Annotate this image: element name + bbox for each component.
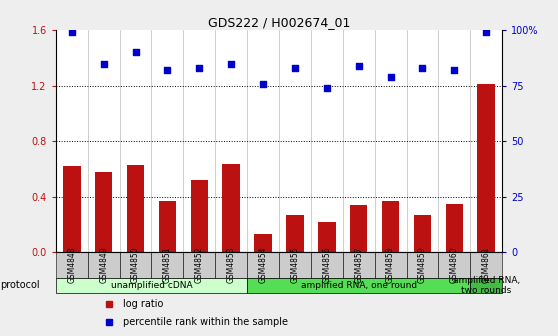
Bar bbox=[413, 215, 431, 252]
Bar bbox=[158, 201, 176, 252]
Point bbox=[450, 68, 459, 73]
FancyBboxPatch shape bbox=[470, 252, 502, 278]
Title: GDS222 / H002674_01: GDS222 / H002674_01 bbox=[208, 16, 350, 29]
Text: amplified RNA, one round: amplified RNA, one round bbox=[301, 281, 417, 290]
Bar bbox=[223, 164, 240, 252]
Point bbox=[68, 30, 76, 35]
Point bbox=[227, 61, 235, 66]
Text: GSM4858: GSM4858 bbox=[386, 247, 395, 283]
Text: GSM4860: GSM4860 bbox=[450, 247, 459, 283]
Point bbox=[482, 30, 490, 35]
Bar bbox=[254, 235, 272, 252]
FancyBboxPatch shape bbox=[439, 252, 470, 278]
Text: percentile rank within the sample: percentile rank within the sample bbox=[123, 317, 288, 327]
Bar bbox=[63, 166, 80, 252]
FancyBboxPatch shape bbox=[56, 278, 247, 293]
Text: GSM4854: GSM4854 bbox=[258, 247, 267, 283]
Bar bbox=[478, 84, 495, 252]
Bar bbox=[190, 180, 208, 252]
Bar bbox=[446, 204, 463, 252]
FancyBboxPatch shape bbox=[279, 252, 311, 278]
Point bbox=[258, 81, 267, 86]
Text: GSM4855: GSM4855 bbox=[291, 247, 300, 283]
FancyBboxPatch shape bbox=[215, 252, 247, 278]
Text: GSM4853: GSM4853 bbox=[227, 247, 235, 283]
Bar bbox=[318, 222, 335, 252]
Text: amplified RNA,
two rounds: amplified RNA, two rounds bbox=[453, 276, 520, 295]
FancyBboxPatch shape bbox=[247, 252, 279, 278]
Text: unamplified cDNA: unamplified cDNA bbox=[110, 281, 193, 290]
FancyBboxPatch shape bbox=[311, 252, 343, 278]
Text: GSM4859: GSM4859 bbox=[418, 247, 427, 283]
Point bbox=[195, 65, 204, 71]
FancyBboxPatch shape bbox=[374, 252, 407, 278]
FancyBboxPatch shape bbox=[151, 252, 184, 278]
Point bbox=[291, 65, 300, 71]
Point bbox=[354, 63, 363, 69]
Bar bbox=[286, 215, 304, 252]
Point bbox=[386, 74, 395, 80]
Bar bbox=[95, 172, 112, 252]
Text: GSM4856: GSM4856 bbox=[323, 247, 331, 283]
FancyBboxPatch shape bbox=[184, 252, 215, 278]
Text: GSM4861: GSM4861 bbox=[482, 247, 490, 283]
Point bbox=[323, 85, 331, 91]
Text: GSM4851: GSM4851 bbox=[163, 247, 172, 283]
FancyBboxPatch shape bbox=[88, 252, 119, 278]
Text: GSM4857: GSM4857 bbox=[354, 247, 363, 283]
Text: protocol: protocol bbox=[0, 280, 40, 290]
FancyBboxPatch shape bbox=[247, 278, 470, 293]
Text: GSM4850: GSM4850 bbox=[131, 247, 140, 283]
Point bbox=[418, 65, 427, 71]
FancyBboxPatch shape bbox=[343, 252, 374, 278]
FancyBboxPatch shape bbox=[407, 252, 439, 278]
Text: GSM4849: GSM4849 bbox=[99, 247, 108, 283]
FancyBboxPatch shape bbox=[119, 252, 151, 278]
Bar bbox=[127, 165, 145, 252]
Bar bbox=[350, 205, 368, 252]
FancyBboxPatch shape bbox=[56, 252, 88, 278]
Point bbox=[163, 68, 172, 73]
Text: log ratio: log ratio bbox=[123, 299, 163, 309]
Point bbox=[99, 61, 108, 66]
Point bbox=[131, 50, 140, 55]
FancyBboxPatch shape bbox=[470, 278, 502, 293]
Text: GSM4852: GSM4852 bbox=[195, 247, 204, 283]
Bar bbox=[382, 201, 400, 252]
Text: GSM4848: GSM4848 bbox=[68, 247, 76, 283]
